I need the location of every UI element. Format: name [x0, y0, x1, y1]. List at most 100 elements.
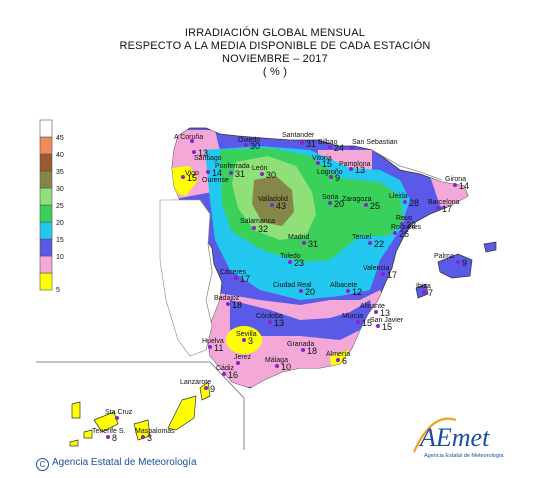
station-marker [222, 372, 226, 376]
station-value: 31 [306, 139, 316, 149]
station-marker [252, 226, 256, 230]
station-value: 14 [459, 181, 469, 191]
station-name: Oviedo [238, 137, 260, 144]
station-value: 15 [322, 159, 332, 169]
station-marker [236, 361, 240, 365]
station-marker [275, 364, 279, 368]
station-name: Granada [287, 341, 314, 348]
station-name: Cádiz [216, 365, 234, 372]
station-name: Ourense [202, 177, 229, 184]
peninsula [159, 127, 469, 389]
credit-line: C Agencia Estatal de Meteorología [36, 457, 197, 471]
legend-swatch [39, 272, 53, 291]
station-marker [181, 175, 185, 179]
station-value: 18 [232, 300, 242, 310]
station-marker [316, 161, 320, 165]
station-name: Ciudad Real [273, 282, 312, 289]
station-value: 6 [342, 356, 347, 366]
station-name: Tenerife S. [92, 428, 126, 435]
zone-below-5-galicia [172, 166, 198, 196]
legend-swatch [39, 187, 53, 206]
station-value: 32 [406, 220, 416, 230]
station-marker [106, 435, 110, 439]
station-value: 30 [266, 170, 276, 180]
station-name: Sta Cruz [105, 409, 133, 416]
station-value: 9 [210, 384, 215, 394]
station-name: Girona [445, 176, 466, 183]
legend-label: 15 [56, 237, 64, 244]
station-marker [422, 290, 426, 294]
station-marker [350, 146, 354, 150]
station-value: 15 [382, 322, 392, 332]
station-name: Barcelona [428, 199, 460, 206]
station-marker [115, 416, 119, 420]
station-value: 28 [409, 198, 419, 208]
ibiza [415, 283, 429, 299]
station-marker [453, 183, 457, 187]
station-name: Vigo [185, 170, 199, 177]
station-name: Valencia [363, 265, 389, 272]
station-marker [328, 201, 332, 205]
legend-swatch [39, 221, 53, 240]
station-name: Almería [326, 351, 350, 358]
station-marker [336, 358, 340, 362]
station-marker [381, 272, 385, 276]
zone-15-20-south [230, 300, 372, 340]
station-value: 9 [335, 173, 340, 183]
station-name: Sevilla [236, 331, 257, 338]
station-name: A Coruña [174, 134, 203, 141]
station-marker [300, 141, 304, 145]
copyright-icon: C [36, 458, 49, 471]
legend-swatch [39, 119, 53, 138]
station-marker [206, 170, 210, 174]
station-name: Lanzarote [180, 379, 211, 386]
station-value: 11 [214, 343, 223, 353]
station-name: Badajoz [214, 295, 240, 302]
station-marker [376, 324, 380, 328]
station-marker [226, 302, 230, 306]
station-marker [244, 143, 248, 147]
station-marker [192, 150, 196, 154]
el-hierro [69, 439, 79, 447]
legend-swatch [39, 204, 53, 223]
mallorca [437, 253, 473, 279]
station-name: Logroño [317, 169, 343, 176]
station-name: Alicante [360, 303, 385, 310]
station-name: Vitoria [312, 155, 332, 162]
station-marker [393, 231, 397, 235]
legend-swatch [39, 238, 53, 257]
station-name: Santiago [194, 155, 222, 162]
legend-label: 30 [56, 186, 64, 193]
station-value: 31 [235, 169, 245, 179]
station-value: 13 [274, 318, 284, 328]
station-name: Bilbao [318, 139, 338, 146]
station-value: 20 [334, 199, 344, 209]
legend-label: 5 [56, 287, 60, 294]
station-name: Lleida [389, 193, 408, 200]
canary-islands [69, 381, 211, 447]
station-name: León [252, 165, 268, 172]
legend-label: 45 [56, 135, 64, 142]
station-marker [368, 241, 372, 245]
station-value: 15 [187, 173, 197, 183]
station-marker [288, 260, 292, 264]
station-name: Maspalomas [135, 428, 175, 435]
station-value: 20 [305, 287, 315, 297]
station-marker [456, 260, 460, 264]
gran-canaria [133, 419, 151, 441]
france-border [371, 149, 443, 181]
station-value: 25 [370, 201, 380, 211]
station-marker [242, 338, 246, 342]
aemet-logo: AEmet Agencia Estatal de Meteorología [412, 417, 504, 459]
station-value: 16 [228, 370, 238, 380]
station-marker [436, 206, 440, 210]
station-value: 13 [198, 148, 208, 158]
legend-label: 20 [56, 220, 64, 227]
station-name: Teruel [352, 234, 372, 241]
station-marker [403, 200, 407, 204]
station-value: 30 [250, 141, 260, 151]
logo-swoosh-icon [412, 417, 457, 453]
station-value: 18 [307, 346, 317, 356]
station-marker [349, 167, 353, 171]
